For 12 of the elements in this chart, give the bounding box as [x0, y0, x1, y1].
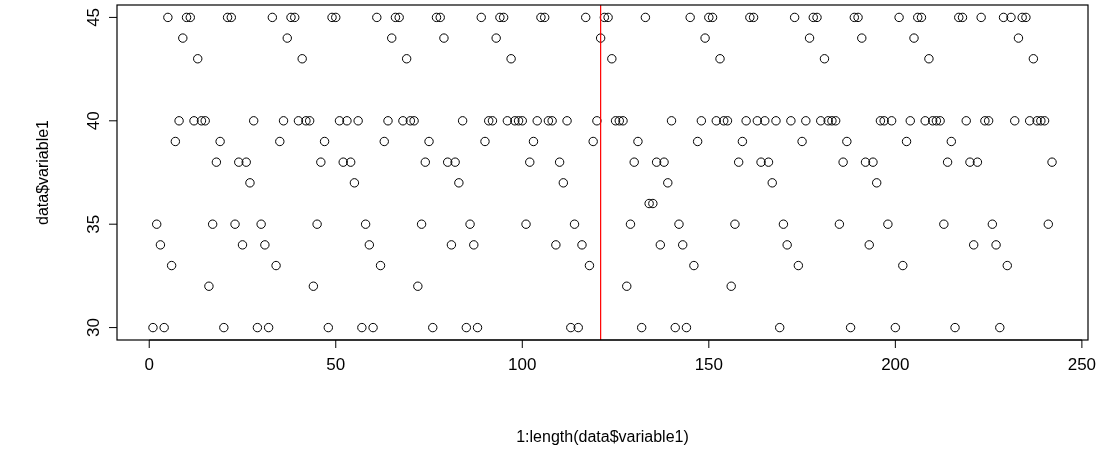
x-tick-label: 150	[694, 355, 724, 374]
y-tick-label: 40	[84, 111, 103, 131]
y-tick-label: 45	[84, 7, 103, 27]
x-tick-label: 100	[508, 355, 537, 374]
y-tick-label: 30	[84, 318, 103, 338]
x-tick-label: 50	[326, 355, 346, 374]
x-tick-label: 0	[144, 355, 154, 374]
x-tick-label: 250	[1067, 355, 1097, 374]
x-tick-label: 200	[881, 355, 910, 374]
y-axis-title: data$variable1	[34, 119, 51, 225]
y-tick-label: 35	[84, 214, 103, 234]
x-axis-title: 1:length(data$variable1)	[516, 428, 689, 445]
